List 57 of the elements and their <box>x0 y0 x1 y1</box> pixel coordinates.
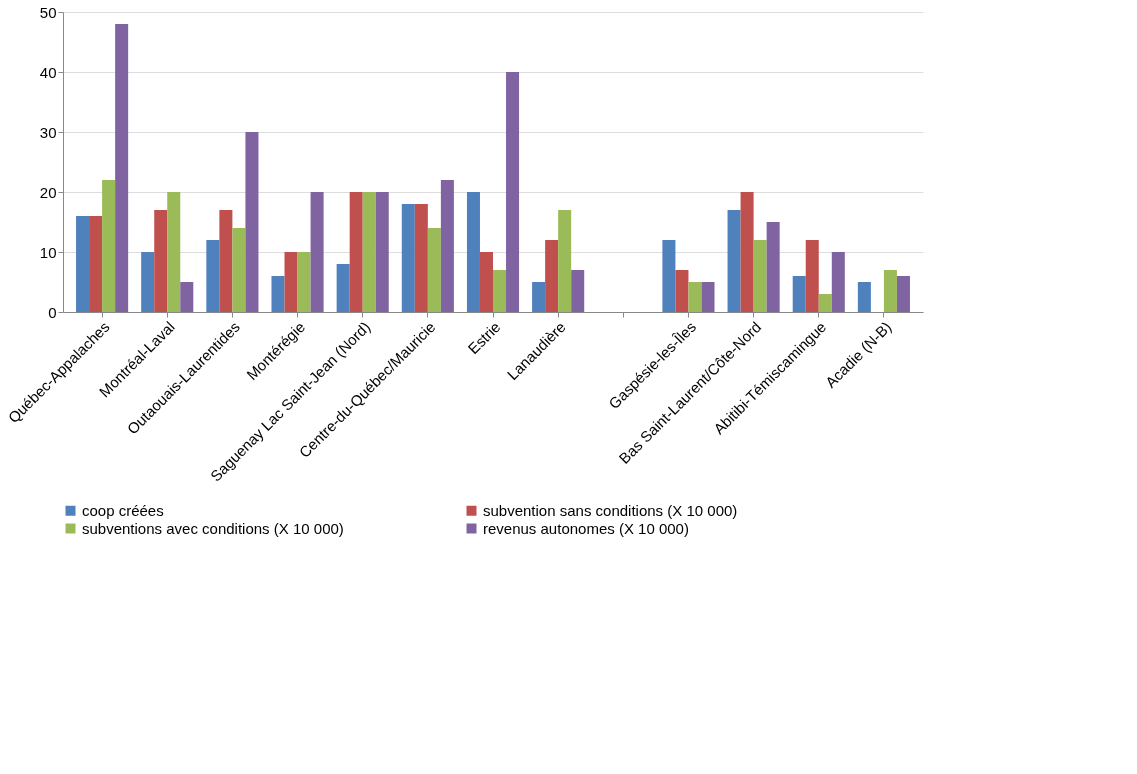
bar <box>76 216 90 312</box>
bar <box>545 240 559 312</box>
bar <box>675 270 689 312</box>
bar <box>115 24 129 312</box>
legend-label: subventions avec conditions (X 10 000) <box>82 519 344 537</box>
bar <box>362 192 376 312</box>
y-tick-label: 30 <box>39 123 57 141</box>
bar <box>701 282 715 312</box>
bar <box>102 180 116 312</box>
bar <box>167 192 181 312</box>
bar <box>558 210 572 312</box>
legend-label: subvention sans conditions (X 10 000) <box>483 501 738 519</box>
bar <box>440 180 454 312</box>
bar <box>245 132 259 312</box>
bar <box>818 294 832 312</box>
bar <box>284 252 298 312</box>
bar <box>740 192 754 312</box>
bar <box>336 264 350 312</box>
bar <box>310 192 324 312</box>
bar <box>831 252 845 312</box>
bar <box>427 228 441 312</box>
bar <box>401 204 415 312</box>
bar <box>375 192 389 312</box>
bar <box>349 192 363 312</box>
bar <box>805 240 819 312</box>
bar <box>154 210 168 312</box>
y-tick-label: 40 <box>39 63 57 81</box>
y-tick-label: 0 <box>48 303 57 321</box>
bar <box>493 270 507 312</box>
bar <box>141 252 155 312</box>
bar <box>297 252 311 312</box>
legend-label: revenus autonomes (X 10 000) <box>483 519 689 537</box>
y-tick-label: 50 <box>39 3 57 21</box>
bar <box>271 276 285 312</box>
bar <box>89 216 103 312</box>
y-tick-label: 10 <box>39 243 57 261</box>
bar <box>479 252 493 312</box>
legend-label: coop créées <box>82 501 164 519</box>
bar <box>571 270 585 312</box>
bar <box>883 270 897 312</box>
bar <box>206 240 220 312</box>
bar <box>896 276 910 312</box>
bar <box>766 222 780 312</box>
bar <box>753 240 767 312</box>
bar <box>219 210 233 312</box>
bar <box>232 228 246 312</box>
bar <box>688 282 702 312</box>
bar <box>180 282 194 312</box>
bar <box>662 240 676 312</box>
bar <box>532 282 546 312</box>
bar <box>792 276 806 312</box>
bar <box>727 210 741 312</box>
bar <box>506 72 520 312</box>
y-tick-label: 20 <box>39 183 57 201</box>
bar <box>857 282 871 312</box>
bar <box>414 204 428 312</box>
bar <box>466 192 480 312</box>
